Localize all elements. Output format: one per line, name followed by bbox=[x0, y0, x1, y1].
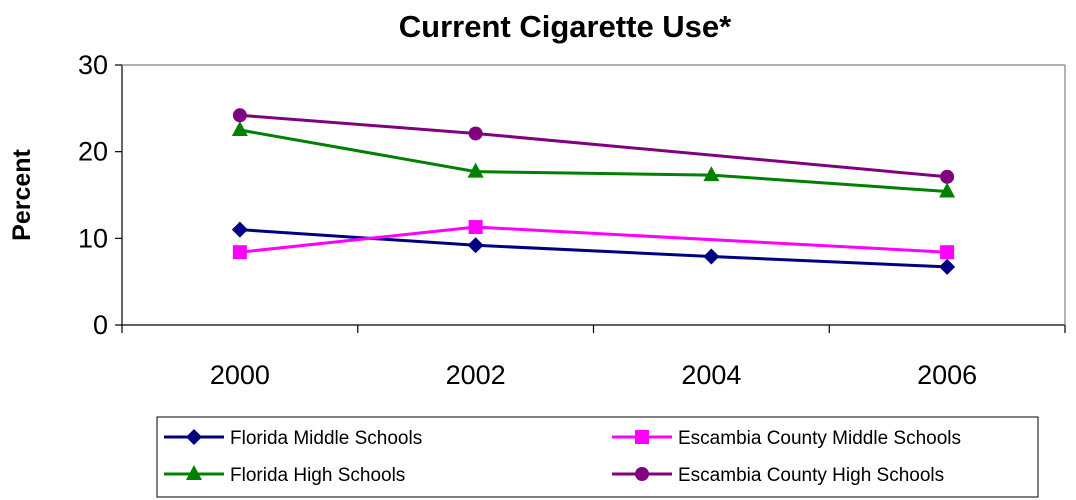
legend-item: Florida High Schools bbox=[164, 465, 405, 486]
series-layer bbox=[231, 108, 956, 275]
data-point-circle-marker bbox=[940, 169, 955, 184]
y-tick-label: 30 bbox=[78, 50, 108, 80]
series-line bbox=[239, 225, 948, 254]
legend-box bbox=[156, 416, 1039, 498]
data-point-square-marker bbox=[468, 220, 483, 235]
series-line bbox=[239, 228, 948, 269]
data-point-triangle-marker bbox=[186, 465, 202, 480]
legend-item: Escambia County High Schools bbox=[612, 465, 944, 486]
y-tick-label: 20 bbox=[78, 137, 108, 167]
x-tick-label: 2006 bbox=[917, 360, 977, 390]
series-2 bbox=[231, 121, 956, 198]
legend-label: Florida High Schools bbox=[230, 465, 405, 486]
data-point-triangle-marker bbox=[939, 182, 956, 198]
data-point-diamond-marker bbox=[467, 237, 484, 254]
data-point-square-marker bbox=[940, 245, 955, 260]
series-line bbox=[239, 113, 948, 179]
legend-label: Escambia County High Schools bbox=[678, 465, 944, 486]
data-point-circle-marker bbox=[232, 108, 247, 123]
series-1 bbox=[232, 220, 955, 260]
data-point-triangle-marker bbox=[467, 162, 484, 178]
legend-label: Florida Middle Schools bbox=[230, 428, 422, 449]
x-tick-label: 2000 bbox=[210, 360, 270, 390]
data-point-triangle-marker bbox=[703, 166, 720, 182]
data-point-square-marker bbox=[232, 245, 247, 260]
legend-item: Florida Middle Schools bbox=[164, 428, 422, 449]
data-point-circle-marker bbox=[468, 126, 483, 141]
x-tick-label: 2002 bbox=[446, 360, 506, 390]
y-tick-label: 0 bbox=[93, 310, 108, 340]
series-3 bbox=[232, 108, 955, 184]
y-axis-label: Percent bbox=[8, 148, 36, 240]
series-line bbox=[239, 128, 948, 194]
chart-title: Current Cigarette Use* bbox=[399, 9, 732, 44]
data-point-diamond-marker bbox=[703, 248, 720, 265]
data-point-diamond-marker bbox=[186, 429, 202, 445]
series-0 bbox=[231, 221, 956, 275]
x-tick-label: 2004 bbox=[681, 360, 741, 390]
data-point-diamond-marker bbox=[939, 258, 956, 275]
data-point-circle-marker bbox=[635, 467, 649, 481]
legend-item: Escambia County Middle Schools bbox=[612, 428, 961, 449]
data-point-diamond-marker bbox=[231, 221, 248, 238]
y-tick-label: 10 bbox=[78, 223, 108, 253]
data-point-square-marker bbox=[635, 430, 649, 444]
axes: 0 10 20 30 2000 2002 2004 2006 bbox=[78, 50, 1066, 390]
legend: Florida Middle Schools Escambia County Mi… bbox=[156, 416, 1039, 498]
legend-label: Escambia County Middle Schools bbox=[678, 428, 961, 449]
data-point-triangle-marker bbox=[231, 121, 248, 136]
